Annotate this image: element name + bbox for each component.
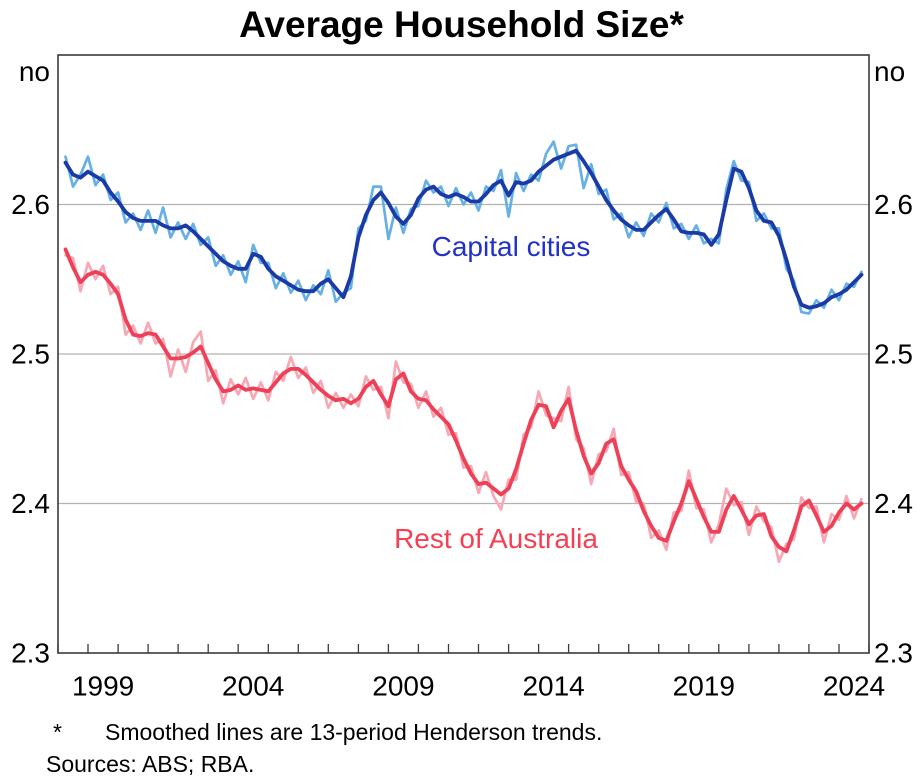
raw-line-1 [64, 253, 863, 564]
x-axis-label: 1999 [72, 671, 134, 702]
unit-label-right: no [874, 56, 906, 87]
footnote-text: Smoothed lines are 13-period Henderson t… [105, 719, 603, 745]
y-axis-label-left: 2.6 [11, 189, 50, 220]
plot-border [57, 54, 870, 654]
footnote-marker: * [53, 719, 62, 745]
chart-title: Average Household Size* [239, 4, 684, 45]
x-axis-label: 2014 [522, 671, 584, 702]
y-axis-label-left: 2.5 [11, 339, 50, 370]
y-axis-label-right: 2.6 [874, 189, 913, 220]
series-label-rest-of-australia: Rest of Australia [394, 523, 598, 554]
trend-line-0 [63, 148, 864, 310]
sources-text: Sources: ABS; RBA. [46, 751, 255, 777]
trend-line-1 [63, 247, 864, 554]
x-axis-label: 2024 [823, 671, 885, 702]
x-axis-label: 2009 [372, 671, 434, 702]
y-axis-label-right: 2.5 [874, 339, 913, 370]
y-axis-label-right: 2.4 [874, 488, 913, 519]
y-axis-label-left: 2.4 [11, 488, 50, 519]
x-axis-label: 2004 [222, 671, 284, 702]
y-axis-label-left: 2.3 [11, 638, 50, 669]
series-label-capital-cities: Capital cities [431, 231, 591, 262]
unit-label-left: no [18, 56, 50, 87]
x-axis-label: 2019 [673, 671, 735, 702]
y-axis-label-right: 2.3 [874, 638, 913, 669]
